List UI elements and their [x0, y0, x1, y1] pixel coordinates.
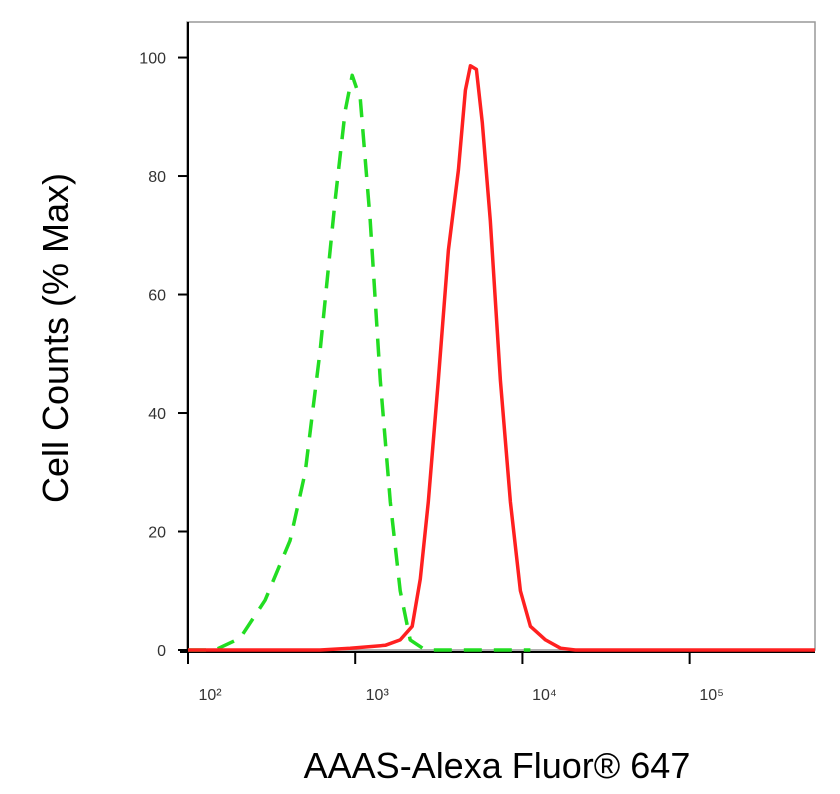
series-line: [188, 73, 531, 652]
x-tick-label: 10²: [198, 687, 222, 704]
y-tick-label: 100: [139, 51, 166, 68]
plot-frame: [186, 21, 816, 651]
x-tick-label: 10³: [366, 687, 390, 704]
y-tick-label: 80: [148, 169, 166, 186]
x-tick-label: 10⁴: [532, 687, 557, 704]
x-axis-title: AAAS-Alexa Fluor® 647: [304, 745, 691, 786]
y-axis-title: Cell Counts (% Max): [35, 173, 76, 503]
y-tick-label: 60: [148, 288, 166, 305]
y-tick-label: 0: [157, 643, 166, 660]
y-tick-label: 20: [148, 525, 166, 542]
series-line: [188, 64, 815, 652]
y-tick-label: 40: [148, 406, 166, 423]
x-tick-label: 10⁵: [699, 687, 723, 704]
